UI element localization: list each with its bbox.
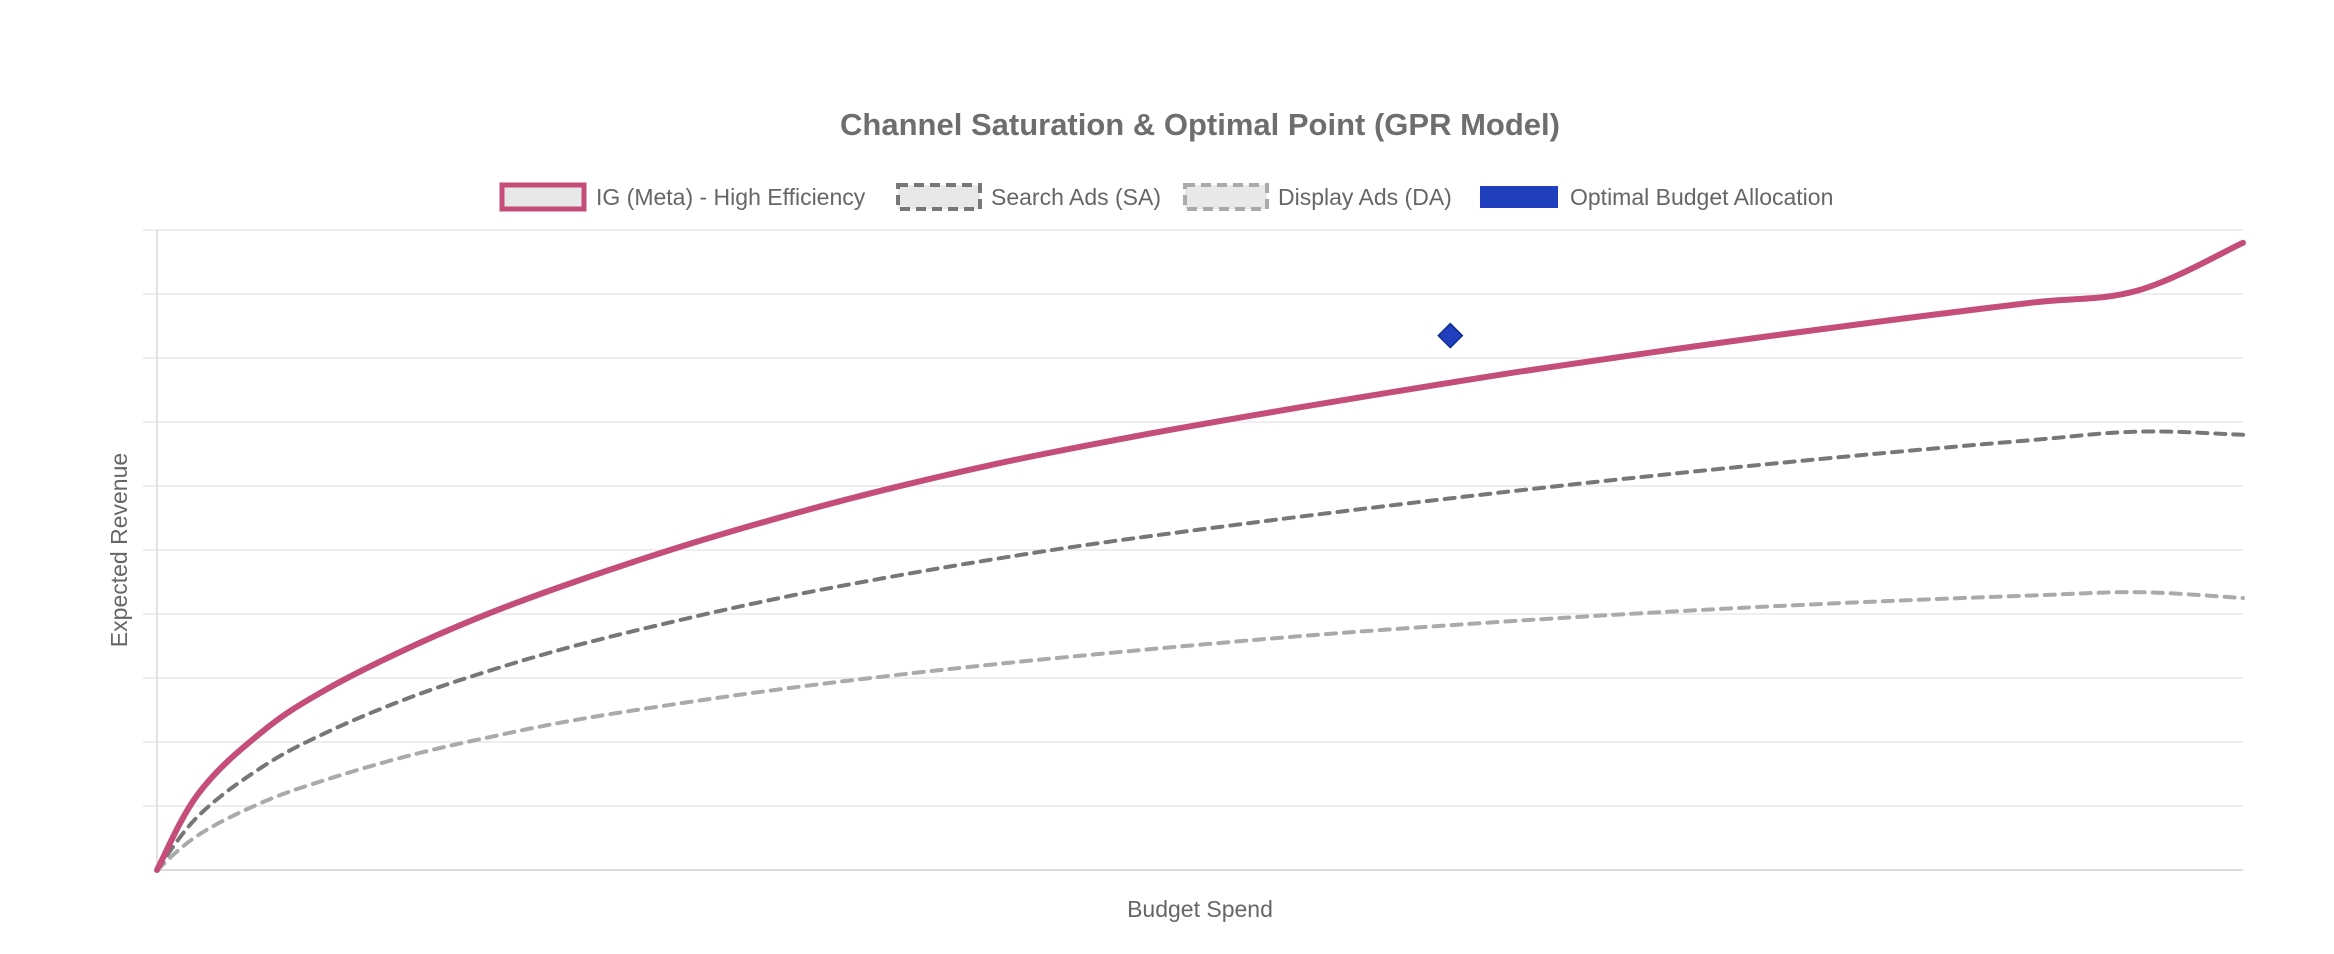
- legend-swatch-da: [1183, 183, 1269, 211]
- legend: IG (Meta) - High Efficiency Search Ads (…: [499, 182, 1833, 212]
- legend-swatch-sa: [896, 183, 982, 211]
- series-layer: [154, 239, 2246, 873]
- series-line-sa: [155, 429, 2245, 872]
- legend-swatch-ig: [499, 182, 587, 212]
- x-axis-label: Budget Spend: [1127, 896, 1273, 922]
- legend-label-optimal: Optimal Budget Allocation: [1570, 184, 1833, 210]
- series-line-ig: [154, 239, 2246, 873]
- legend-label-da: Display Ads (DA): [1278, 184, 1452, 210]
- legend-label-sa: Search Ads (SA): [991, 184, 1161, 210]
- optimal-point-marker: [1437, 322, 1464, 349]
- y-axis-label: Expected Revenue: [106, 453, 132, 647]
- legend-swatch-optimal: [1480, 186, 1558, 208]
- legend-label-ig: IG (Meta) - High Efficiency: [596, 184, 866, 210]
- series-line-da: [155, 590, 2245, 872]
- chart-title: Channel Saturation & Optimal Point (GPR …: [840, 107, 1560, 142]
